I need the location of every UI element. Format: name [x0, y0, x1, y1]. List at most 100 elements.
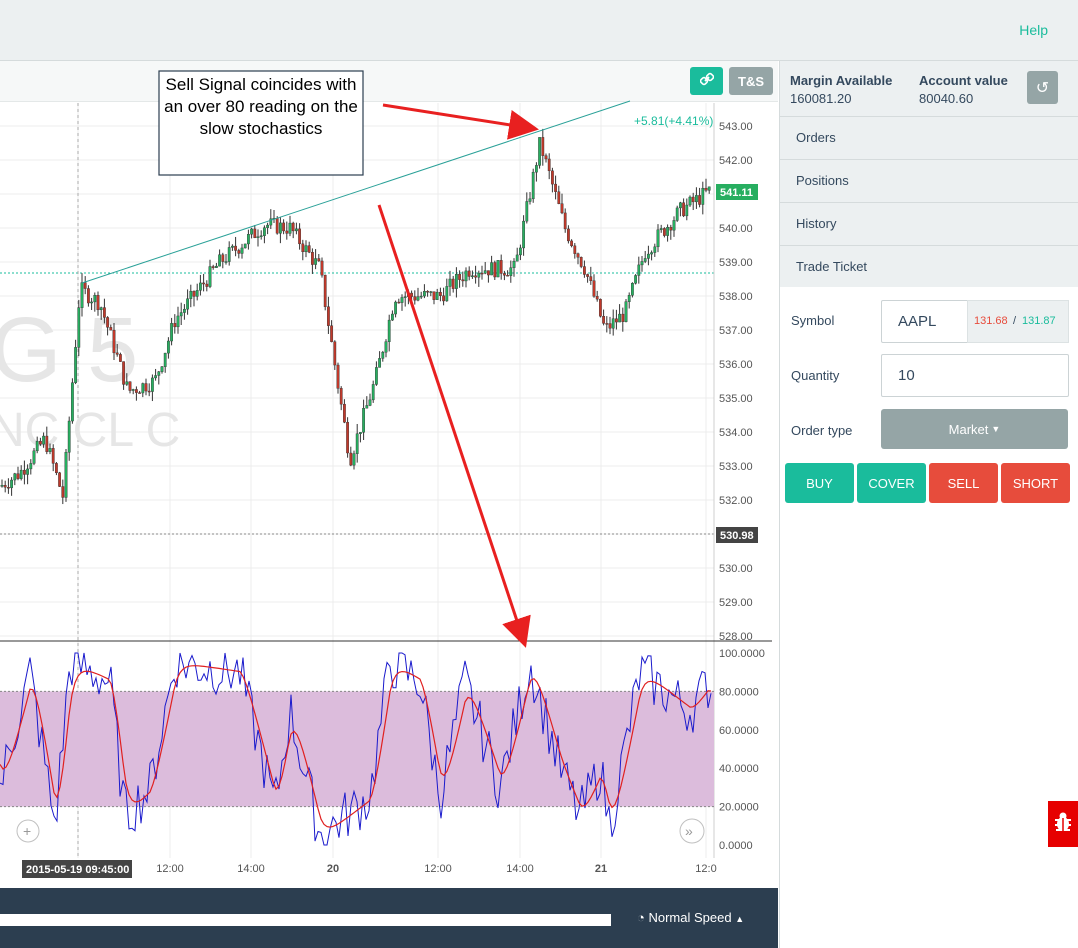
candle-body	[157, 371, 161, 376]
top-bar: Help	[0, 0, 1078, 61]
candle-body	[640, 261, 644, 266]
candle-body	[352, 453, 356, 466]
candle-body	[541, 137, 545, 156]
bug-report-button[interactable]	[1048, 801, 1078, 847]
candle-body	[522, 220, 526, 249]
candle-body	[327, 306, 330, 326]
candle-body	[355, 433, 359, 454]
candle-body	[330, 325, 333, 342]
caret-down-icon: ▼	[991, 424, 1001, 434]
stochastic-k-line	[0, 652, 712, 846]
candle-body	[586, 274, 590, 277]
candle-body	[573, 245, 577, 254]
help-link[interactable]: Help	[1019, 22, 1048, 38]
symbol-input[interactable]: AAPL	[881, 300, 969, 343]
candle-body	[554, 183, 558, 192]
price-tick-label: 543.00	[719, 121, 753, 133]
candle-body	[141, 383, 145, 394]
candle-body	[583, 266, 586, 275]
time-tick-label: 14:00	[237, 863, 265, 875]
candle-body	[455, 274, 458, 289]
crosshair-price-tag-bg	[716, 527, 758, 543]
candle-body	[679, 202, 682, 209]
candle-body	[618, 313, 622, 323]
bid-price: 131.68	[974, 315, 1008, 327]
order-type-value: Market	[948, 421, 989, 437]
candle-body	[666, 226, 670, 236]
candle-body	[16, 473, 20, 479]
menu-orders[interactable]: Orders	[780, 117, 1078, 160]
candle-body	[378, 358, 381, 368]
speed-selector[interactable]: ◔ Normal Speed ▲	[637, 910, 744, 925]
playback-progress[interactable]	[0, 914, 611, 926]
candle-body	[563, 212, 567, 230]
candle-body	[58, 472, 62, 487]
time-tick-label: 12:0	[695, 863, 716, 875]
candle-body	[106, 317, 110, 328]
crosshair-time-tag: 2015-05-19 09:45:00	[26, 864, 129, 876]
buy-button[interactable]: BUY	[785, 463, 854, 503]
menu-orders-label: Orders	[796, 130, 836, 145]
time-and-sales-button[interactable]: T&S	[729, 67, 773, 95]
caret-up-icon: ▲	[735, 914, 745, 924]
candle-body	[602, 316, 606, 324]
candle-body	[656, 229, 660, 248]
candle-body	[669, 226, 673, 231]
candle-body	[279, 222, 282, 234]
sell-button[interactable]: SELL	[929, 463, 998, 503]
chart-watermark-name: NC CL C	[0, 404, 180, 457]
candle-body	[224, 261, 228, 263]
candle-body	[688, 196, 692, 206]
scroll-right-button[interactable]	[679, 818, 705, 844]
candle-body	[387, 319, 391, 342]
candle-body	[67, 420, 71, 453]
candle-body	[240, 247, 244, 254]
scroll-right-icon: »	[685, 823, 693, 839]
candle-body	[506, 275, 509, 277]
candle-body	[528, 198, 532, 202]
short-button[interactable]: SHORT	[1001, 463, 1070, 503]
candle-body	[615, 318, 618, 323]
candle-body	[650, 252, 654, 255]
candle-body	[643, 258, 647, 262]
candle-body	[346, 421, 349, 454]
account-value-value: 80040.60	[919, 91, 974, 106]
price-tick-label: 540.00	[719, 223, 753, 235]
quantity-input[interactable]: 10	[881, 354, 1069, 397]
order-type-label: Order type	[791, 423, 853, 438]
candle-body	[298, 228, 301, 245]
ask-price: 131.87	[1022, 315, 1056, 327]
menu-history[interactable]: History	[780, 203, 1078, 246]
candle-body	[391, 313, 394, 321]
link-button[interactable]	[690, 67, 723, 95]
candle-body	[685, 204, 689, 217]
menu-positions[interactable]: Positions	[780, 160, 1078, 203]
price-tick-label: 542.00	[719, 155, 753, 167]
cover-button[interactable]: COVER	[857, 463, 926, 503]
candle-body	[186, 298, 189, 310]
order-type-dropdown[interactable]: Market ▼	[881, 409, 1068, 449]
oscillator-tick-label: 20.0000	[719, 802, 759, 814]
candle-body	[634, 275, 638, 284]
quote-display: 131.68 / 131.87	[967, 300, 1069, 343]
account-value-label: Account value	[919, 73, 1008, 88]
candle-body	[362, 408, 365, 433]
refresh-button[interactable]: ↺	[1027, 71, 1058, 104]
candle-body	[499, 260, 503, 274]
chart-area[interactable]: T&S G 5 NC CL C +5.81(+4.41%) 543.00 542.…	[0, 61, 778, 888]
annotation-arrow-oscillator	[377, 204, 531, 648]
candle-body	[339, 388, 343, 405]
symbol-label: Symbol	[791, 313, 835, 328]
crosshair-price-tag: 530.98	[720, 530, 754, 542]
menu-trade-ticket[interactable]: Trade Ticket	[780, 246, 1078, 289]
candle-body	[570, 240, 574, 247]
price-chart[interactable]: G 5 NC CL C +5.81(+4.41%) 543.00542.0054…	[0, 61, 778, 888]
bug-icon	[1052, 811, 1074, 838]
quote-separator: /	[1013, 315, 1017, 327]
candle-body	[39, 440, 42, 445]
zoom-in-button[interactable]	[16, 819, 40, 843]
candle-body	[503, 273, 506, 276]
candle-body	[663, 228, 666, 236]
candle-body	[496, 260, 500, 278]
candle-body	[448, 278, 452, 287]
